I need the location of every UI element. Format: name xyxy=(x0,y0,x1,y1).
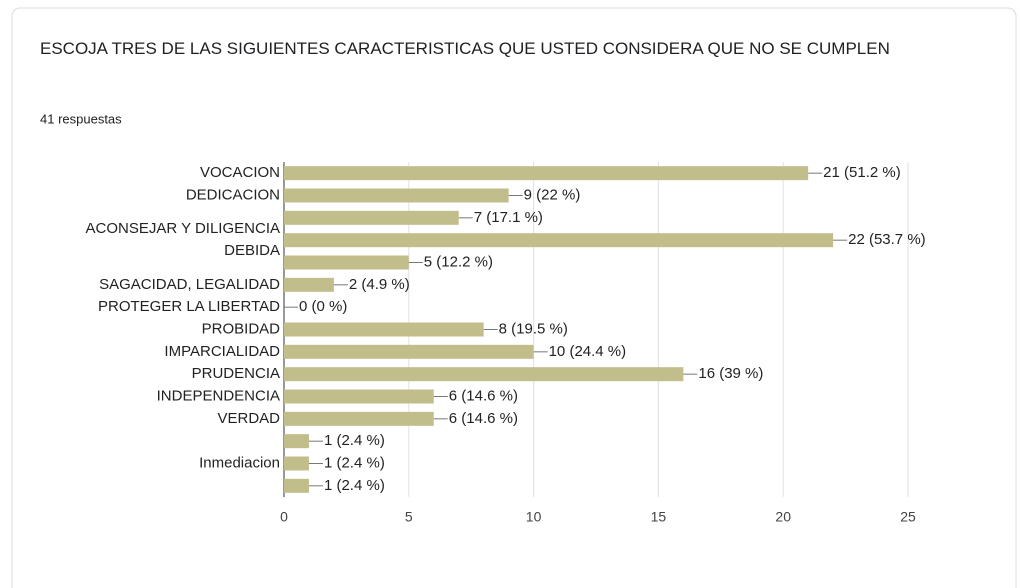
value-label: 10 (24.4 %) xyxy=(549,343,627,360)
value-label: 22 (53.7 %) xyxy=(848,231,926,248)
bar xyxy=(284,411,434,426)
value-label: 6 (14.6 %) xyxy=(449,387,518,404)
value-label: 1 (2.4 %) xyxy=(324,454,385,471)
bar xyxy=(284,188,509,203)
bar xyxy=(284,255,409,270)
bar xyxy=(284,344,534,359)
x-tick-label: 25 xyxy=(900,509,916,525)
y-tick-label: PROTEGER LA LIBERTAD xyxy=(98,298,280,315)
x-tick-label: 5 xyxy=(405,509,413,525)
bar xyxy=(284,277,334,292)
value-label: 9 (22 %) xyxy=(524,186,581,203)
value-label: 16 (39 %) xyxy=(698,365,763,382)
bar xyxy=(284,434,309,449)
y-tick-label: ACONSEJAR Y DILIGENCIA DEBIDA xyxy=(85,220,280,259)
value-label: 6 (14.6 %) xyxy=(449,410,518,427)
y-tick-label: IMPARCIALIDAD xyxy=(164,343,280,360)
value-label: 1 (2.4 %) xyxy=(324,477,385,494)
y-tick-label: VOCACION xyxy=(200,164,280,181)
bar xyxy=(284,322,484,337)
chart-subtitle: 41 respuestas xyxy=(40,111,122,126)
value-label: 2 (4.9 %) xyxy=(349,276,410,293)
bar xyxy=(284,478,309,493)
bar xyxy=(284,166,809,181)
x-tick-label: 10 xyxy=(526,509,542,525)
bar xyxy=(284,233,834,248)
chart-title: ESCOJA TRES DE LAS SIGUIENTES CARACTERIS… xyxy=(40,39,890,58)
bar xyxy=(284,456,309,471)
y-tick-label: VERDAD xyxy=(217,410,280,427)
bar xyxy=(284,210,459,225)
y-tick-label: PRUDENCIA xyxy=(192,365,280,382)
value-label: 1 (2.4 %) xyxy=(324,432,385,449)
value-label: 5 (12.2 %) xyxy=(424,253,493,270)
value-label: 21 (51.2 %) xyxy=(823,164,901,181)
x-tick-label: 20 xyxy=(775,509,791,525)
value-label: 8 (19.5 %) xyxy=(499,320,568,337)
card xyxy=(11,7,1017,588)
value-label: 7 (17.1 %) xyxy=(474,209,543,226)
y-tick-label: SAGACIDAD, LEGALIDAD xyxy=(99,276,280,293)
y-tick-label: DEDICACION xyxy=(186,186,280,203)
y-tick-label: PROBIDAD xyxy=(202,320,281,337)
y-tick-label: INDEPENDENCIA xyxy=(157,387,280,404)
bar xyxy=(284,367,684,382)
x-tick-label: 0 xyxy=(280,509,288,525)
bar xyxy=(284,389,434,404)
x-tick-label: 15 xyxy=(651,509,667,525)
y-tick-label: Inmediacion xyxy=(199,454,280,471)
value-label: 0 (0 %) xyxy=(299,298,347,315)
